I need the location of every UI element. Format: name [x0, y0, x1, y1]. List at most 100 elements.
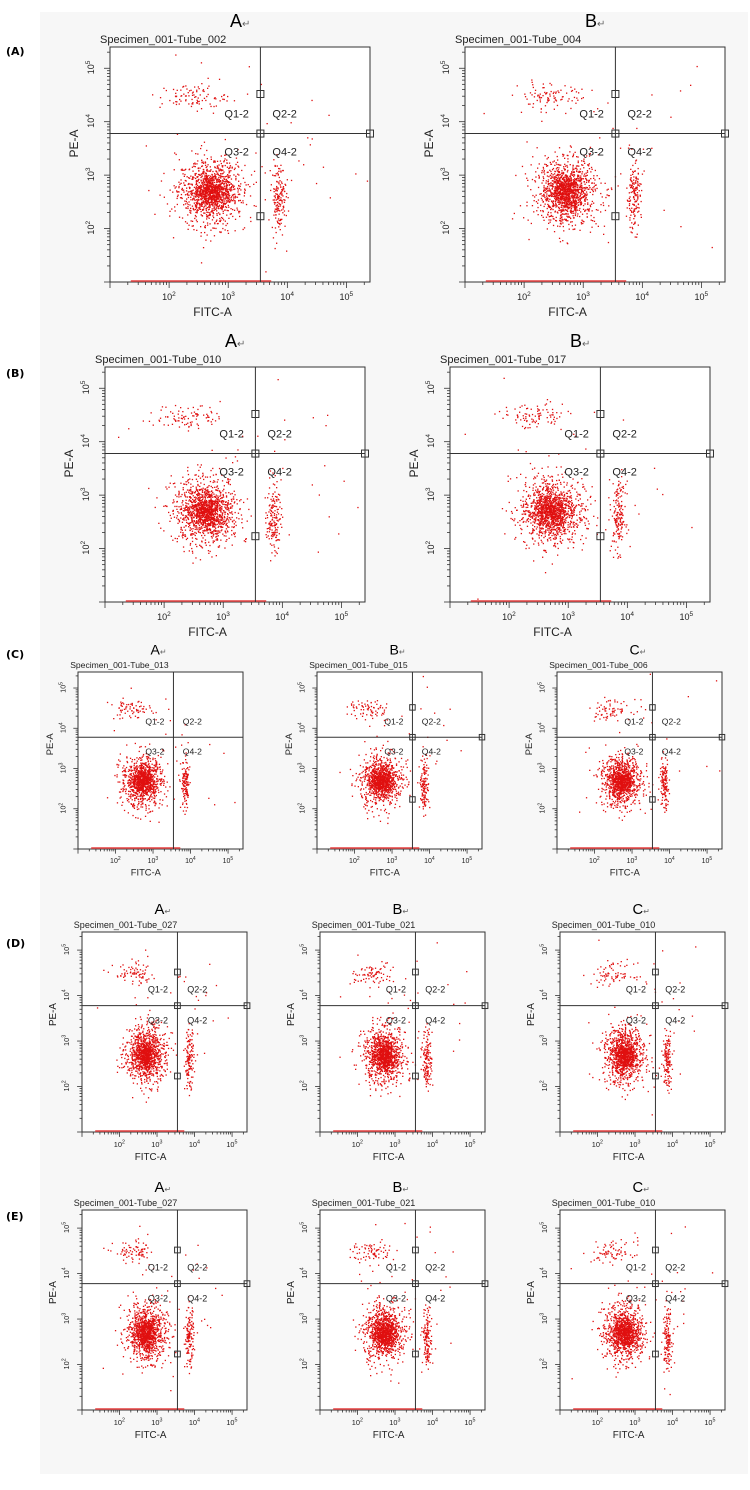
quadrant-label: Q3-2 — [148, 1294, 168, 1304]
y-tick-label: 104 — [540, 1267, 549, 1278]
y-tick-label: 102 — [297, 803, 306, 814]
x-tick-exponent: 4 — [630, 611, 634, 618]
y-tick-exponent: 2 — [425, 541, 432, 545]
x-tick-label: 104 — [189, 1417, 200, 1426]
x-tick-label: 102 — [114, 1139, 125, 1148]
scatter-panel: B↵ Specimen_001-Tube_017 Q1-2 Q2-2 Q3-2 Q4-2 1… — [407, 331, 714, 639]
x-tick-exponent: 3 — [394, 856, 397, 862]
gate-handle — [366, 129, 374, 138]
x-tick-exponent: 4 — [435, 1139, 438, 1145]
plot-frame — [104, 366, 366, 603]
gate-handle — [412, 1072, 419, 1080]
y-tick-exponent: 5 — [300, 944, 306, 947]
y-tick-label: 103 — [80, 487, 91, 501]
x-tick-label: 103 — [629, 1417, 640, 1426]
x-tick-exponent: 4 — [675, 1139, 678, 1145]
x-tick-label: 105 — [704, 1139, 715, 1148]
quadrant-label: Q3-2 — [564, 467, 588, 479]
panel-letter: A↵ — [155, 1180, 172, 1196]
y-tick-exponent: 4 — [300, 1267, 306, 1270]
gate-handle — [412, 968, 419, 976]
x-tick-exponent: 2 — [360, 1417, 363, 1423]
axis-ticks — [315, 1214, 482, 1415]
panel-tube-title: Specimen_001-Tube_021 — [312, 1198, 415, 1208]
y-tick-exponent: 3 — [297, 762, 303, 765]
scatter-panel: C↵ Specimen_001-Tube_010 Q1-2 Q2-2 Q3-2 Q4-2 1… — [526, 902, 729, 1163]
gate-handle — [611, 90, 620, 98]
y-tick-exponent: 5 — [297, 682, 303, 685]
y-tick-label: 103 — [58, 762, 67, 773]
quadrant-label: Q3-2 — [624, 746, 643, 756]
gate-handle — [256, 90, 265, 98]
x-tick-label: 104 — [427, 1417, 438, 1426]
x-tick-exponent: 2 — [167, 611, 171, 618]
panel-letter-mark: ↵ — [160, 648, 167, 657]
x-tick-exponent: 5 — [344, 611, 348, 618]
x-tick-exponent: 2 — [122, 1139, 125, 1145]
y-tick-exponent: 4 — [297, 722, 303, 725]
x-tick-label: 103 — [387, 856, 398, 865]
gate-handle — [596, 532, 605, 541]
gate-handle — [649, 733, 656, 741]
scatter-dots — [118, 379, 359, 564]
row-label: (C) — [6, 648, 24, 661]
y-tick-label: 104 — [540, 989, 549, 1000]
x-axis-label: FITC-A — [373, 1430, 405, 1441]
x-tick-exponent: 4 — [432, 856, 435, 862]
x-tick-label: 103 — [151, 1417, 162, 1426]
y-tick-label: 103 — [300, 1035, 309, 1046]
y-axis-label: PE-A — [407, 449, 421, 477]
axis-ticks — [73, 675, 240, 854]
panel-tube-title: Specimen_001-Tube_027 — [74, 920, 177, 930]
quadrant-label: Q3-2 — [384, 746, 403, 756]
x-tick-label: 105 — [464, 1139, 475, 1148]
quadrant-label: Q1-2 — [624, 717, 643, 727]
y-tick-label: 105 — [300, 1222, 309, 1233]
scatter-panel: C↵ Specimen_001-Tube_006 Q1-2 Q2-2 Q3-2 Q4-2 1… — [524, 642, 726, 878]
y-tick-exponent: 2 — [62, 1080, 68, 1083]
x-tick-label: 105 — [226, 1417, 237, 1426]
gate-handle — [174, 1246, 181, 1254]
panel-tube-title: Specimen_001-Tube_004 — [455, 34, 581, 46]
x-tick-exponent: 5 — [349, 291, 353, 298]
gate-handle — [256, 129, 265, 138]
x-axis-label: FITC-A — [370, 868, 401, 878]
x-tick-exponent: 3 — [155, 856, 158, 862]
y-tick-exponent: 2 — [540, 1080, 546, 1083]
quadrant-label: Q1-2 — [386, 985, 406, 995]
x-tick-label: 104 — [275, 611, 289, 622]
y-tick-exponent: 3 — [85, 167, 92, 171]
x-tick-label: 104 — [189, 1139, 200, 1148]
x-axis-label: FITC-A — [135, 1430, 167, 1441]
axis-ticks — [552, 675, 719, 854]
y-tick-label: 104 — [297, 722, 306, 733]
panel-tube-title: Specimen_001-Tube_010 — [552, 1198, 655, 1208]
y-tick-label: 104 — [300, 1267, 309, 1278]
gate-handle — [481, 1002, 489, 1010]
gate-handle — [706, 449, 714, 458]
x-tick-exponent: 2 — [512, 611, 516, 618]
y-tick-exponent: 3 — [62, 1035, 68, 1038]
y-tick-label: 103 — [440, 167, 451, 181]
scatter-dots — [339, 675, 462, 825]
gate-handle — [409, 733, 416, 741]
y-tick-exponent: 2 — [300, 1080, 306, 1083]
scatter-panel: A↵ Specimen_001-Tube_013 Q1-2 Q2-2 Q3-2 Q4-2 1… — [45, 642, 244, 878]
quadrant-label: Q4-2 — [183, 746, 202, 756]
y-tick-exponent: 3 — [300, 1035, 306, 1038]
x-tick-label: 103 — [561, 611, 575, 622]
y-tick-label: 104 — [80, 434, 91, 448]
x-tick-exponent: 2 — [527, 291, 531, 298]
x-tick-exponent: 5 — [689, 611, 693, 618]
scatter-dots — [483, 65, 713, 249]
panel-tube-title: Specimen_001-Tube_006 — [549, 660, 648, 670]
scatter-panel: B↵ Specimen_001-Tube_021 Q1-2 Q2-2 Q3-2 Q4-2 1… — [286, 902, 489, 1163]
y-tick-exponent: 4 — [540, 989, 546, 992]
x-axis-label: FITC-A — [373, 1152, 405, 1163]
quadrant-label: Q3-2 — [626, 1294, 646, 1304]
x-tick-exponent: 5 — [704, 291, 708, 298]
plot-frame — [449, 366, 711, 603]
y-tick-exponent: 4 — [85, 114, 92, 118]
y-tick-label: 104 — [537, 722, 546, 733]
gate-handle — [174, 1280, 181, 1288]
